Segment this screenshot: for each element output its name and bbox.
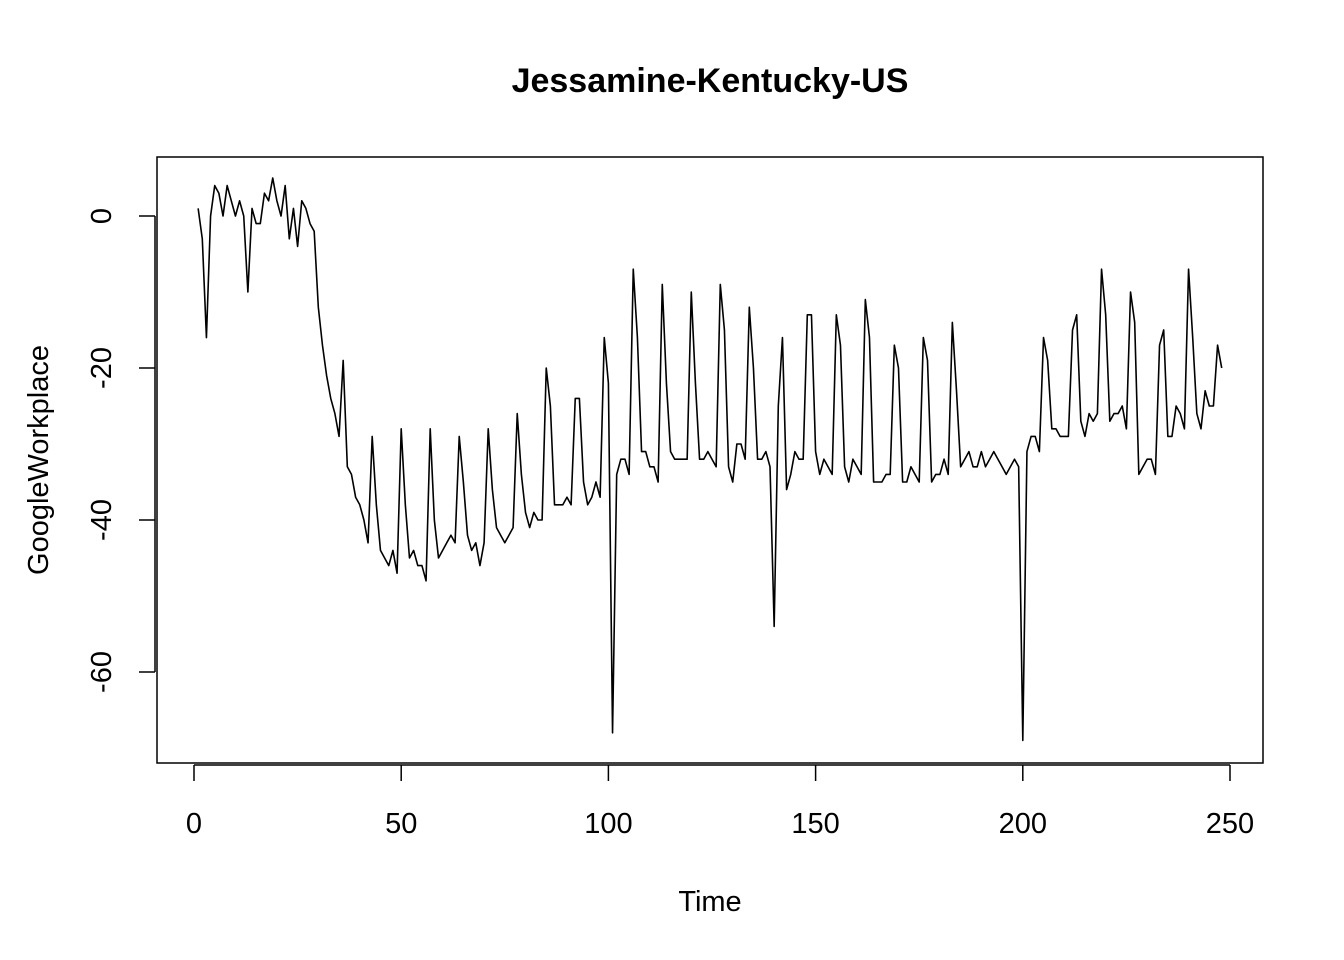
y-tick-label: 0 xyxy=(86,208,118,224)
y-tick-label: -60 xyxy=(86,651,118,693)
y-axis-label: GoogleWorkplace xyxy=(23,345,55,575)
y-tick-label: -20 xyxy=(86,347,118,389)
chart-title: Jessamine-Kentucky-US xyxy=(512,62,909,100)
series-line-0 xyxy=(197,177,1223,742)
x-tick-label: 200 xyxy=(999,808,1047,840)
y-tick-label: -40 xyxy=(86,499,118,541)
y-axis: 0 -20 -40 -60 xyxy=(86,208,156,693)
x-axis-label: Time xyxy=(678,886,741,918)
x-tick-label: 0 xyxy=(186,808,202,840)
x-tick-label: 250 xyxy=(1206,808,1254,840)
series-layer xyxy=(197,177,1223,742)
x-tick-label: 150 xyxy=(791,808,839,840)
plot-frame xyxy=(156,156,1264,764)
x-tick-label: 50 xyxy=(385,808,417,840)
x-tick-label: 100 xyxy=(584,808,632,840)
x-axis: 0 50 100 150 200 250 xyxy=(186,764,1254,840)
